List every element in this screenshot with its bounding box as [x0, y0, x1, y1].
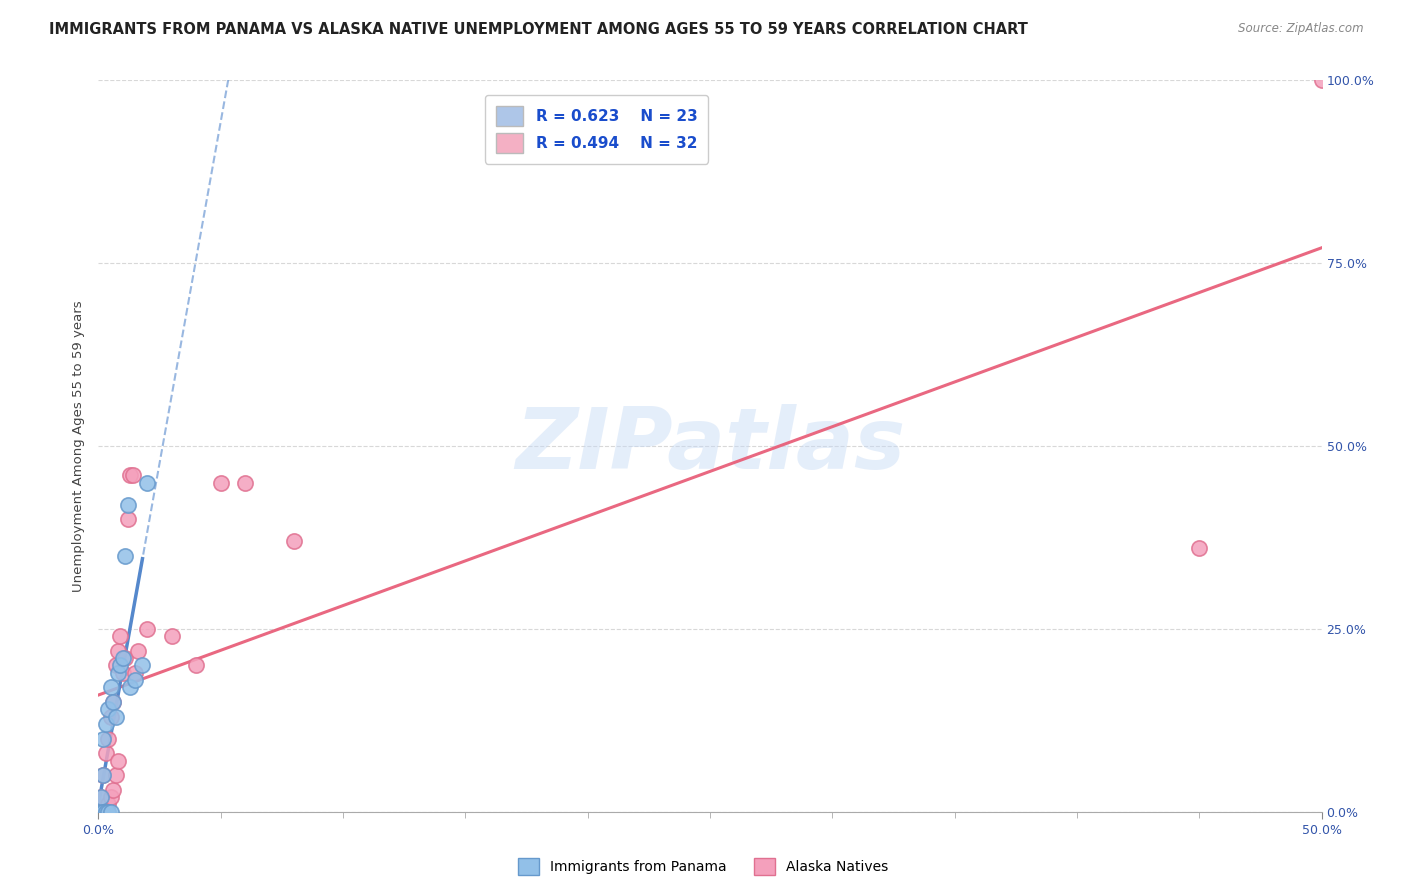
Point — [1188, 541, 1211, 556]
Point — [100, 790, 122, 805]
Point — [117, 512, 139, 526]
Point — [1310, 73, 1333, 87]
Point — [94, 746, 117, 760]
Point — [104, 768, 127, 782]
Point — [209, 475, 232, 490]
Point — [124, 673, 146, 687]
Point — [97, 797, 120, 812]
Point — [97, 805, 120, 819]
Point — [97, 731, 120, 746]
Point — [136, 475, 159, 490]
Point — [120, 681, 142, 695]
Point — [101, 695, 124, 709]
Point — [107, 665, 129, 680]
Point — [97, 702, 120, 716]
Point — [233, 475, 256, 490]
Legend: Immigrants from Panama, Alaska Natives: Immigrants from Panama, Alaska Natives — [512, 853, 894, 880]
Point — [186, 658, 208, 673]
Point — [114, 549, 136, 563]
Text: IMMIGRANTS FROM PANAMA VS ALASKA NATIVE UNEMPLOYMENT AMONG AGES 55 TO 59 YEARS C: IMMIGRANTS FROM PANAMA VS ALASKA NATIVE … — [49, 22, 1028, 37]
Point — [90, 790, 112, 805]
Point — [100, 709, 122, 723]
Point — [100, 805, 122, 819]
Point — [101, 782, 124, 797]
Point — [104, 709, 127, 723]
Point — [107, 754, 129, 768]
Point — [104, 658, 127, 673]
Point — [94, 717, 117, 731]
Point — [91, 731, 114, 746]
Point — [91, 768, 114, 782]
Point — [90, 805, 112, 819]
Point — [91, 805, 114, 819]
Text: Source: ZipAtlas.com: Source: ZipAtlas.com — [1239, 22, 1364, 36]
Point — [124, 665, 146, 680]
Text: ZIPatlas: ZIPatlas — [515, 404, 905, 488]
Point — [94, 805, 117, 819]
Point — [110, 658, 132, 673]
Point — [94, 805, 117, 819]
Point — [114, 651, 136, 665]
Point — [136, 622, 159, 636]
Point — [110, 629, 132, 643]
Point — [283, 534, 305, 549]
Y-axis label: Unemployment Among Ages 55 to 59 years: Unemployment Among Ages 55 to 59 years — [72, 301, 86, 591]
Point — [111, 651, 134, 665]
Point — [111, 665, 134, 680]
Point — [160, 629, 183, 643]
Point — [90, 790, 112, 805]
Point — [127, 644, 149, 658]
Point — [100, 681, 122, 695]
Point — [90, 805, 112, 819]
Point — [91, 805, 114, 819]
Point — [91, 768, 114, 782]
Point — [120, 468, 142, 483]
Point — [117, 498, 139, 512]
Point — [121, 468, 143, 483]
Point — [107, 644, 129, 658]
Point — [131, 658, 153, 673]
Point — [101, 695, 124, 709]
Point — [90, 805, 112, 819]
Legend: R = 0.623    N = 23, R = 0.494    N = 32: R = 0.623 N = 23, R = 0.494 N = 32 — [485, 95, 709, 163]
